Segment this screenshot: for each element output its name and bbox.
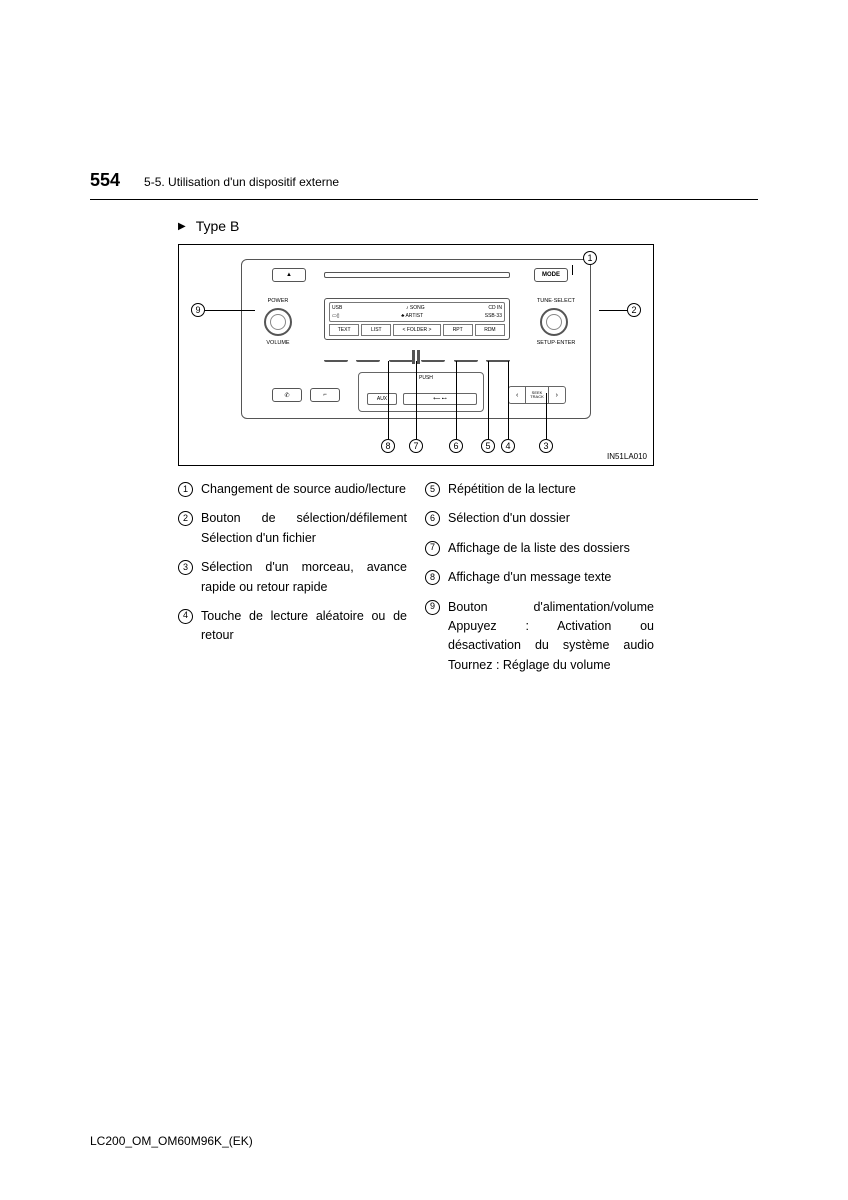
tune-select-knob bbox=[540, 308, 568, 336]
callout-6: 6 bbox=[449, 439, 463, 453]
legend-item: 2 Bouton de sélection/défilement Sélectio… bbox=[178, 509, 407, 548]
s-usb: USB bbox=[332, 305, 342, 311]
legend-text: Sélection d'un dossier bbox=[448, 509, 654, 528]
legend-item: 1 Changement de source audio/lecture bbox=[178, 480, 407, 499]
legend-item: 6 Sélection d'un dossier bbox=[425, 509, 654, 528]
legend-num: 3 bbox=[178, 560, 193, 575]
push-label: PUSH bbox=[419, 375, 433, 381]
seek-prev: ‹ bbox=[509, 387, 526, 403]
legend-item: 7 Affichage de la liste des dossiers bbox=[425, 539, 654, 558]
header: 554 5-5. Utilisation d'un dispositif ext… bbox=[90, 170, 758, 200]
screen-lines: USB ♪ SONG CD IN ▭▯ ♣ ARTIST SSB·33 bbox=[329, 302, 505, 322]
phone-hangup-button: ⌐ bbox=[310, 388, 340, 402]
callout-9: 9 bbox=[191, 303, 205, 317]
legend: 1 Changement de source audio/lecture 2 Bou… bbox=[178, 480, 654, 685]
screen-tabs: TEXT LIST < FOLDER > RPT RDM bbox=[329, 324, 505, 336]
seek-label: SEEK TRACK bbox=[526, 387, 547, 403]
s-cdin: CD IN bbox=[488, 305, 502, 311]
preset-4 bbox=[421, 352, 445, 362]
callout-2: 2 bbox=[627, 303, 641, 317]
lead-1 bbox=[572, 265, 573, 275]
center-divider bbox=[412, 350, 422, 364]
legend-text: Touche de lecture aléatoire ou de retour bbox=[201, 607, 407, 646]
callout-3: 3 bbox=[539, 439, 553, 453]
s-batt: ▭▯ bbox=[332, 313, 339, 319]
callout-1: 1 bbox=[583, 251, 597, 265]
legend-item: 4 Touche de lecture aléatoire ou de retou… bbox=[178, 607, 407, 646]
mode-button: MODE bbox=[534, 268, 568, 282]
display-screen: USB ♪ SONG CD IN ▭▯ ♣ ARTIST SSB·33 TEXT… bbox=[324, 298, 510, 340]
legend-text: Répétition de la lecture bbox=[448, 480, 654, 499]
eject-button: ▲ bbox=[272, 268, 306, 282]
preset-2 bbox=[356, 352, 380, 362]
callout-8: 8 bbox=[381, 439, 395, 453]
cd-slot bbox=[324, 272, 510, 278]
footer-code: LC200_OM_OM60M96K_(EK) bbox=[90, 1134, 253, 1148]
preset-5 bbox=[454, 352, 478, 362]
legend-text: Changement de source audio/lecture bbox=[201, 480, 407, 499]
triangle-icon: ▶ bbox=[178, 221, 186, 232]
legend-item: 8 Affichage d'un message texte bbox=[425, 568, 654, 587]
lead-7 bbox=[416, 361, 417, 439]
lead-5 bbox=[488, 361, 489, 439]
type-row: ▶ Type B bbox=[178, 218, 758, 234]
radio-diagram: ▲ MODE POWER VOLUME TUNE·SELECT SETUP·EN… bbox=[178, 244, 654, 466]
power-volume-knob bbox=[264, 308, 292, 336]
type-label: Type B bbox=[196, 218, 240, 234]
page: 554 5-5. Utilisation d'un dispositif ext… bbox=[0, 0, 848, 685]
legend-text: Affichage de la liste des dossiers bbox=[448, 539, 654, 558]
page-number: 554 bbox=[90, 170, 120, 191]
tab-text: TEXT bbox=[329, 324, 359, 336]
legend-item: 5 Répétition de la lecture bbox=[425, 480, 654, 499]
tab-rpt: RPT bbox=[443, 324, 473, 336]
aux-button: AUX bbox=[367, 393, 397, 405]
legend-text: Bouton d'alimentation/volume Appuyez : A… bbox=[448, 598, 654, 676]
lead-2 bbox=[599, 310, 627, 311]
aux-panel: PUSH AUX ⟵ ⊷ bbox=[358, 372, 484, 412]
lead-4 bbox=[508, 361, 509, 439]
preset-1 bbox=[324, 352, 348, 362]
phone-pickup-button: ✆ bbox=[272, 388, 302, 402]
setup-label: SETUP·ENTER bbox=[536, 340, 576, 346]
legend-right: 5 Répétition de la lecture 6 Sélection d'u… bbox=[425, 480, 654, 685]
legend-num: 6 bbox=[425, 511, 440, 526]
lead-8 bbox=[388, 361, 389, 439]
legend-num: 5 bbox=[425, 482, 440, 497]
lead-3 bbox=[546, 393, 547, 439]
lead-9 bbox=[205, 310, 255, 311]
s-artist: ♣ ARTIST bbox=[401, 313, 423, 319]
legend-item: 9 Bouton d'alimentation/volume Appuyez : … bbox=[425, 598, 654, 676]
preset-6 bbox=[486, 352, 510, 362]
seek-track-group: ‹ SEEK TRACK › bbox=[508, 386, 566, 404]
tab-rdm: RDM bbox=[475, 324, 505, 336]
s-ssb: SSB·33 bbox=[485, 313, 502, 319]
volume-label: VOLUME bbox=[258, 340, 298, 346]
diagram-code: IN51LA010 bbox=[607, 452, 647, 461]
legend-num: 8 bbox=[425, 570, 440, 585]
seek-next: › bbox=[548, 387, 565, 403]
callout-5: 5 bbox=[481, 439, 495, 453]
legend-text: Sélection d'un morceau, avance rapide ou… bbox=[201, 558, 407, 597]
tab-list: LIST bbox=[361, 324, 391, 336]
legend-item: 3 Sélection d'un morceau, avance rapide o… bbox=[178, 558, 407, 597]
lead-6 bbox=[456, 361, 457, 439]
legend-text: Affichage d'un message texte bbox=[448, 568, 654, 587]
s-song: ♪ SONG bbox=[406, 305, 425, 311]
power-label: POWER bbox=[258, 298, 298, 304]
tune-label: TUNE·SELECT bbox=[536, 298, 576, 304]
preset-3 bbox=[389, 352, 413, 362]
legend-num: 1 bbox=[178, 482, 193, 497]
section-title: 5-5. Utilisation d'un dispositif externe bbox=[144, 175, 339, 189]
legend-num: 7 bbox=[425, 541, 440, 556]
tab-folder: < FOLDER > bbox=[393, 324, 440, 336]
legend-text: Bouton de sélection/défilement Sélection… bbox=[201, 509, 407, 548]
legend-num: 4 bbox=[178, 609, 193, 624]
legend-num: 2 bbox=[178, 511, 193, 526]
callout-4: 4 bbox=[501, 439, 515, 453]
legend-left: 1 Changement de source audio/lecture 2 Bou… bbox=[178, 480, 407, 685]
legend-num: 9 bbox=[425, 600, 440, 615]
callout-7: 7 bbox=[409, 439, 423, 453]
usb-button: ⟵ ⊷ bbox=[403, 393, 477, 405]
